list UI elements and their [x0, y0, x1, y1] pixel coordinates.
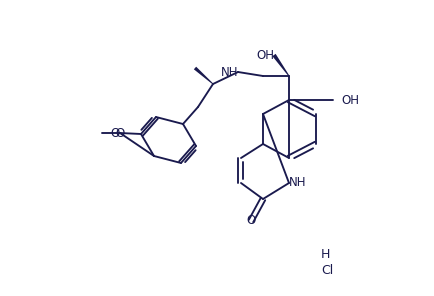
- Text: Cl: Cl: [320, 263, 332, 276]
- Text: OH: OH: [340, 94, 358, 107]
- Text: OH: OH: [256, 49, 273, 62]
- Text: O: O: [246, 215, 255, 228]
- Text: H: H: [319, 249, 329, 261]
- Text: NH: NH: [220, 65, 237, 78]
- Polygon shape: [272, 54, 289, 76]
- Text: NH: NH: [288, 176, 306, 189]
- Polygon shape: [194, 67, 213, 84]
- Text: O: O: [115, 126, 124, 139]
- Text: O: O: [111, 126, 120, 139]
